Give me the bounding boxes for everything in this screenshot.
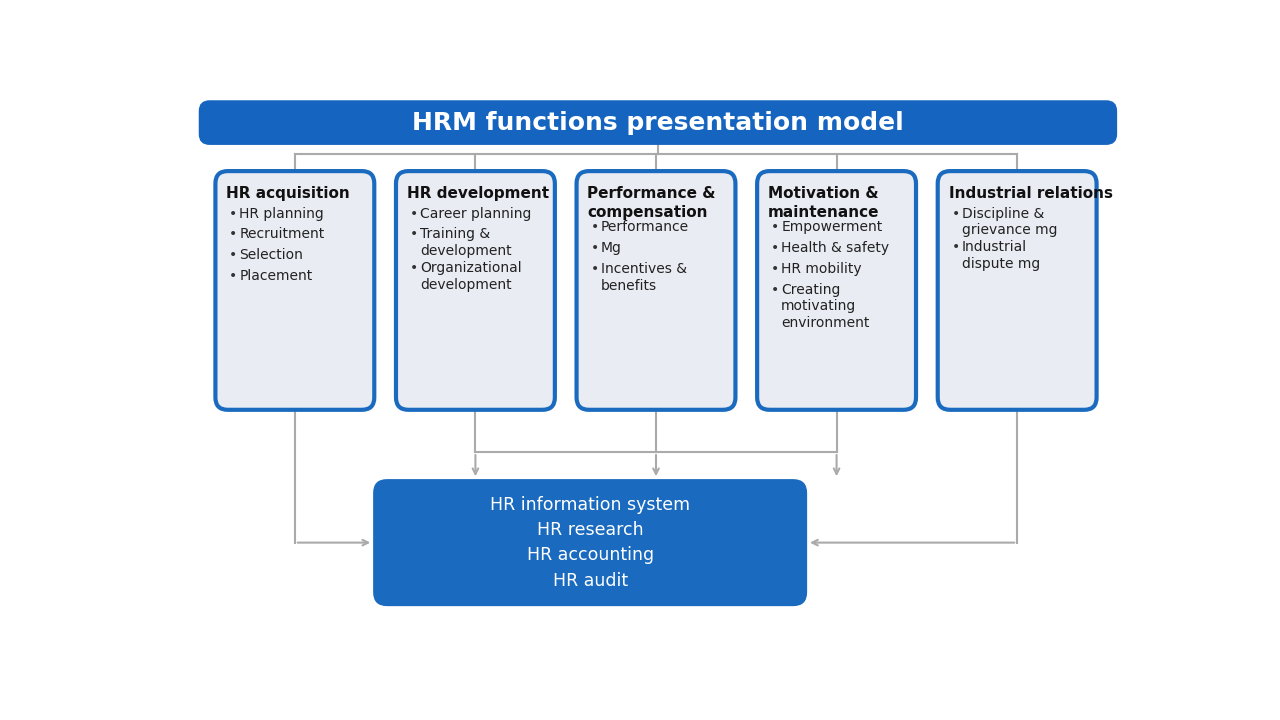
Text: HR accounting: HR accounting <box>526 546 654 564</box>
Text: •: • <box>229 207 238 220</box>
Text: •: • <box>951 240 960 254</box>
Text: Mg: Mg <box>600 241 622 255</box>
Text: •: • <box>951 207 960 220</box>
Text: •: • <box>590 220 599 235</box>
Text: Empowerment: Empowerment <box>781 220 882 235</box>
Text: •: • <box>410 228 419 241</box>
Text: HR audit: HR audit <box>553 572 627 590</box>
Text: •: • <box>229 228 238 241</box>
Text: HR development: HR development <box>407 186 549 202</box>
Text: Creating
motivating
environment: Creating motivating environment <box>781 283 869 330</box>
Text: Recruitment: Recruitment <box>239 228 325 241</box>
FancyBboxPatch shape <box>758 171 916 410</box>
Text: HRM functions presentation model: HRM functions presentation model <box>412 111 904 135</box>
Text: Industrial
dispute mg: Industrial dispute mg <box>961 240 1039 271</box>
FancyBboxPatch shape <box>198 100 1117 145</box>
Text: •: • <box>229 269 238 283</box>
Text: HR research: HR research <box>536 521 644 539</box>
Text: Career planning: Career planning <box>420 207 531 220</box>
Text: Organizational
development: Organizational development <box>420 261 522 292</box>
Text: •: • <box>590 241 599 255</box>
Text: Incentives &
benefits: Incentives & benefits <box>600 262 686 293</box>
Text: Industrial relations: Industrial relations <box>948 186 1112 202</box>
Text: •: • <box>771 241 780 255</box>
Text: Performance: Performance <box>600 220 689 235</box>
Text: HR mobility: HR mobility <box>781 262 861 276</box>
Text: •: • <box>771 262 780 276</box>
Text: •: • <box>771 283 780 297</box>
Text: Placement: Placement <box>239 269 312 283</box>
Text: Health & safety: Health & safety <box>781 241 890 255</box>
Text: Discipline &
grievance mg: Discipline & grievance mg <box>961 207 1057 238</box>
Text: •: • <box>229 248 238 262</box>
Text: Motivation &
maintenance: Motivation & maintenance <box>768 186 879 220</box>
FancyBboxPatch shape <box>396 171 554 410</box>
Text: HR planning: HR planning <box>239 207 324 220</box>
Text: •: • <box>410 261 419 275</box>
Text: •: • <box>410 207 419 220</box>
Text: •: • <box>590 262 599 276</box>
Text: Performance &
compensation: Performance & compensation <box>588 186 716 220</box>
Text: Training &
development: Training & development <box>420 228 512 258</box>
FancyBboxPatch shape <box>938 171 1097 410</box>
FancyBboxPatch shape <box>576 171 736 410</box>
FancyBboxPatch shape <box>374 479 808 606</box>
Text: Selection: Selection <box>239 248 303 262</box>
Text: •: • <box>771 220 780 235</box>
FancyBboxPatch shape <box>215 171 374 410</box>
Text: HR acquisition: HR acquisition <box>227 186 349 202</box>
Text: HR information system: HR information system <box>490 495 690 513</box>
